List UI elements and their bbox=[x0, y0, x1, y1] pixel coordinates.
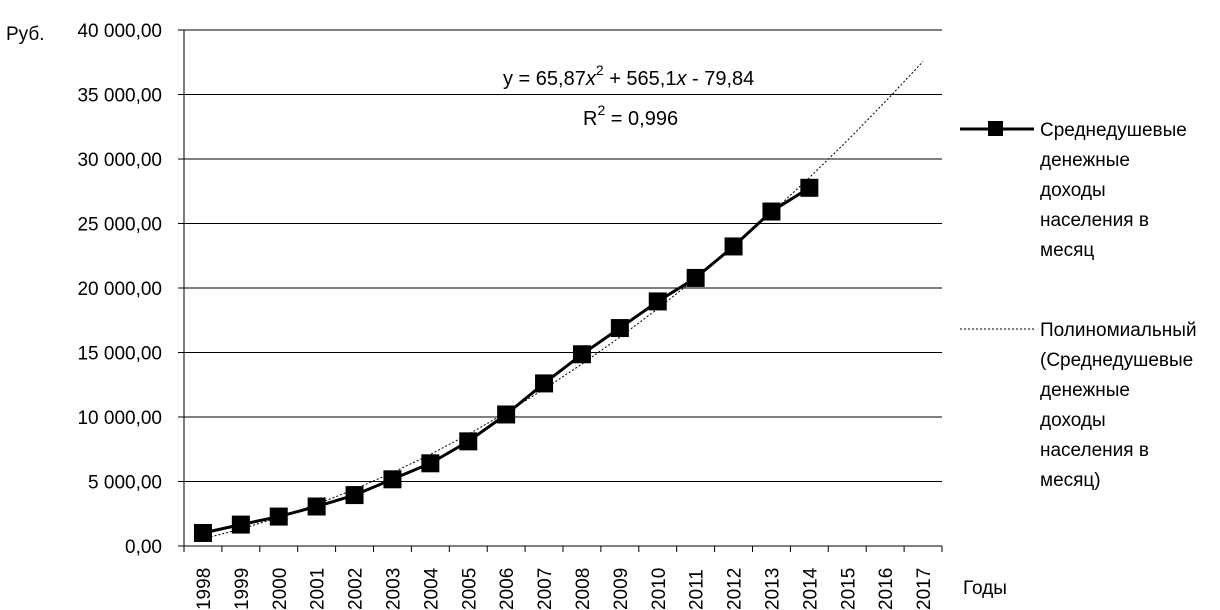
x-tick-label: 2017 bbox=[914, 568, 935, 610]
x-tick-label: 2005 bbox=[459, 568, 480, 610]
x-tick-label: 2009 bbox=[611, 568, 632, 610]
data-point-2011 bbox=[686, 268, 705, 287]
data-point-2005 bbox=[459, 432, 478, 451]
data-point-2008 bbox=[572, 345, 591, 364]
legend-income-label: Среднедушевые денежные доходы населения … bbox=[1040, 120, 1192, 261]
y-axis-title: Руб. bbox=[6, 24, 45, 45]
y-tick-label: 25 000,00 bbox=[77, 215, 162, 236]
data-point-1998 bbox=[193, 523, 212, 542]
data-point-2006 bbox=[497, 405, 516, 424]
x-tick-label: 2007 bbox=[535, 568, 556, 610]
x-axis-ticks: 1998 1999 2000 2001 2002 2003 2004 2005 2006 2007… bbox=[183, 546, 943, 610]
data-point-1999 bbox=[231, 515, 250, 534]
x-tick-label: 2001 bbox=[308, 568, 329, 610]
x-tick-label: 2013 bbox=[762, 568, 783, 610]
data-point-2001 bbox=[307, 497, 326, 516]
x-axis-title: Годы bbox=[963, 578, 1007, 599]
x-tick-label: 2016 bbox=[876, 568, 897, 610]
trend-equation: y = 65,87x2 + 565,1x - 79,84 bbox=[503, 62, 754, 90]
x-tick-label: 1998 bbox=[194, 568, 215, 610]
income-series bbox=[193, 178, 819, 542]
data-point-2002 bbox=[345, 486, 364, 505]
trend-r-squared: R2 = 0,996 bbox=[583, 102, 678, 130]
gridlines bbox=[184, 29, 942, 482]
y-tick-label: 20 000,00 bbox=[77, 279, 162, 300]
y-tick-label: 35 000,00 bbox=[77, 86, 162, 107]
y-tick-label: 5 000,00 bbox=[88, 473, 162, 494]
x-tick-label: 2008 bbox=[573, 568, 594, 610]
data-point-2014 bbox=[800, 178, 819, 197]
x-tick-label: 2006 bbox=[497, 568, 518, 610]
x-tick-label: 2014 bbox=[800, 567, 821, 610]
x-tick-label: 1999 bbox=[232, 568, 253, 610]
x-tick-label: 2003 bbox=[383, 568, 404, 610]
y-tick-label: 15 000,00 bbox=[77, 344, 162, 365]
x-tick-label: 2010 bbox=[649, 568, 670, 610]
trendline-series bbox=[202, 61, 924, 540]
x-tick-label: 2011 bbox=[687, 569, 708, 610]
data-point-2012 bbox=[724, 237, 743, 256]
legend-trend-label: Полиномиальный (Среднедушевые денежные д… bbox=[1040, 320, 1202, 491]
data-point-2009 bbox=[610, 319, 629, 338]
y-tick-label: 30 000,00 bbox=[77, 150, 162, 171]
y-tick-label: 40 000,00 bbox=[77, 21, 162, 42]
data-point-2000 bbox=[269, 507, 288, 526]
legend: Среднедушевые денежные доходы населения … bbox=[960, 120, 1202, 491]
data-point-2010 bbox=[648, 292, 667, 311]
y-tick-label: 0,00 bbox=[125, 537, 162, 558]
data-point-2007 bbox=[535, 374, 554, 393]
x-tick-label: 2012 bbox=[725, 568, 746, 610]
x-tick-label: 2015 bbox=[838, 568, 859, 610]
x-tick-label: 2002 bbox=[346, 568, 367, 610]
y-axis-ticks: 0,00 5 000,00 10 000,00 15 000,00 20 000,00 2… bbox=[77, 21, 184, 558]
data-point-2013 bbox=[762, 202, 781, 221]
y-tick-label: 10 000,00 bbox=[77, 408, 162, 429]
legend-income-marker bbox=[988, 121, 1003, 136]
trendline-path bbox=[202, 61, 924, 540]
x-tick-label: 2000 bbox=[270, 568, 291, 610]
data-point-2003 bbox=[383, 470, 402, 489]
x-tick-label: 2004 bbox=[421, 567, 442, 610]
data-point-2004 bbox=[421, 454, 440, 473]
